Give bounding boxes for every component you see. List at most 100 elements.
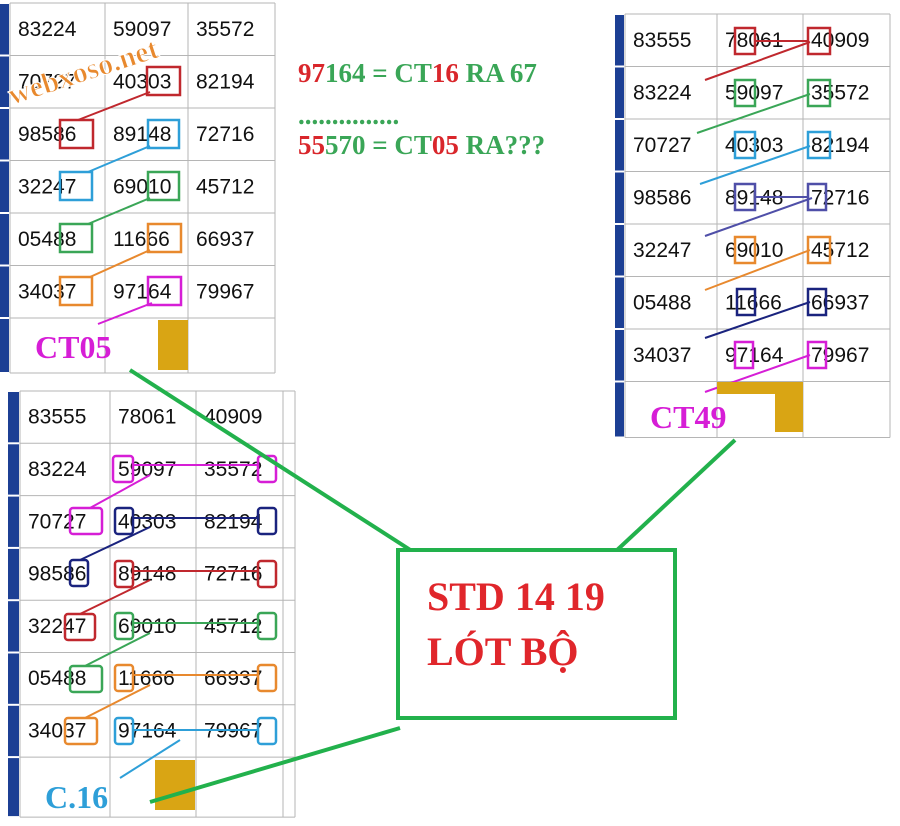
marker xyxy=(717,382,803,394)
cell: 40909 xyxy=(811,29,869,52)
cell: 45712 xyxy=(204,615,262,638)
cell: 83224 xyxy=(28,458,87,481)
cell: 98586 xyxy=(18,123,76,146)
box xyxy=(146,118,181,150)
row-marker xyxy=(8,496,19,547)
cell: 72716 xyxy=(204,563,262,586)
note-part: 164 = CT xyxy=(325,58,432,88)
note-part: 05 xyxy=(432,130,459,160)
row-marker xyxy=(0,56,9,107)
cell: 45712 xyxy=(196,175,254,198)
cell: 05488 xyxy=(18,228,76,251)
callout-line: STD 14 19 xyxy=(427,574,605,619)
cell: 83555 xyxy=(633,29,691,52)
note-part: 570 = CT xyxy=(325,130,432,160)
table-label: CT49 xyxy=(650,399,726,435)
row-marker xyxy=(8,444,19,495)
row-marker xyxy=(615,382,624,437)
cell: 40303 xyxy=(118,510,176,533)
cell: 66937 xyxy=(811,291,869,314)
row-marker xyxy=(615,225,624,276)
row-marker xyxy=(615,277,624,328)
note-part: RA??? xyxy=(459,130,545,160)
cell: 34037 xyxy=(28,719,86,742)
row-marker xyxy=(615,15,624,66)
cell: 35572 xyxy=(204,458,262,481)
cell: 82194 xyxy=(811,134,870,157)
marker xyxy=(158,320,188,370)
tables: 83224 59097 35572 70727 40303 82194 98586 89148… xyxy=(0,2,891,818)
note-part: 97 xyxy=(298,58,325,88)
cell: 89148 xyxy=(113,123,171,146)
cell: 82194 xyxy=(204,510,263,533)
note-line: ............... xyxy=(298,100,399,130)
cell: 05488 xyxy=(28,667,86,690)
row-marker xyxy=(0,4,9,55)
cell: 66937 xyxy=(204,667,262,690)
cell: 79967 xyxy=(811,344,869,367)
callout-links xyxy=(128,368,737,804)
row-marker xyxy=(615,330,624,381)
note-part: RA 67 xyxy=(459,58,537,88)
cell: 11666 xyxy=(725,291,782,314)
cell: 34037 xyxy=(18,280,76,303)
cell: 98586 xyxy=(28,563,86,586)
row-marker xyxy=(8,705,19,757)
cell: 45712 xyxy=(811,239,869,262)
link xyxy=(87,145,151,173)
links-bottom xyxy=(63,454,278,779)
box xyxy=(58,118,95,150)
box xyxy=(58,222,94,254)
highlights xyxy=(58,26,832,810)
row-marker xyxy=(8,392,19,443)
cell: 32247 xyxy=(633,239,691,262)
cell: 72716 xyxy=(811,186,869,209)
cell: 69010 xyxy=(113,175,171,198)
cell: 79967 xyxy=(196,280,254,303)
row-marker xyxy=(8,548,19,600)
callout-line: LÓT BỘ xyxy=(427,629,579,674)
cell: 97164 xyxy=(113,280,172,303)
box xyxy=(145,65,182,97)
row-marker xyxy=(0,319,9,372)
cell: 97164 xyxy=(725,344,784,367)
row-marker xyxy=(615,120,624,171)
box xyxy=(58,170,94,202)
row-marker xyxy=(8,653,19,704)
cell: 83555 xyxy=(28,406,86,429)
cell: 70727 xyxy=(28,510,86,533)
note-line: 55570 = CT05 RA??? xyxy=(298,130,545,160)
cell: 78061 xyxy=(118,406,176,429)
row-marker xyxy=(8,601,19,652)
row-marker xyxy=(615,67,624,118)
table-label: C.16 xyxy=(45,779,108,815)
cell: 35572 xyxy=(811,81,869,104)
cell: 66937 xyxy=(196,228,254,251)
cell: 34037 xyxy=(633,344,691,367)
row-marker xyxy=(615,172,624,223)
box xyxy=(58,275,94,307)
row-marker xyxy=(0,109,9,160)
row-marker xyxy=(8,758,19,817)
note-part: 16 xyxy=(432,58,459,88)
link xyxy=(87,197,151,225)
box xyxy=(146,222,183,254)
note-part: 55 xyxy=(298,130,325,160)
callout-box xyxy=(396,548,677,720)
note-part: ............... xyxy=(298,100,399,130)
cell: 70727 xyxy=(18,70,76,93)
row-marker xyxy=(0,214,9,265)
note-line: 97164 = CT16 RA 67 xyxy=(298,58,537,88)
cell: 40909 xyxy=(204,406,262,429)
cell: 72716 xyxy=(196,123,254,146)
box xyxy=(146,275,183,307)
cell: 32247 xyxy=(28,615,86,638)
cell: 05488 xyxy=(633,291,691,314)
cell: 35572 xyxy=(196,18,254,41)
cell: 98586 xyxy=(633,186,691,209)
table-label: CT05 xyxy=(35,329,111,365)
cell: 82194 xyxy=(196,70,255,93)
cell: 11666 xyxy=(113,228,170,251)
